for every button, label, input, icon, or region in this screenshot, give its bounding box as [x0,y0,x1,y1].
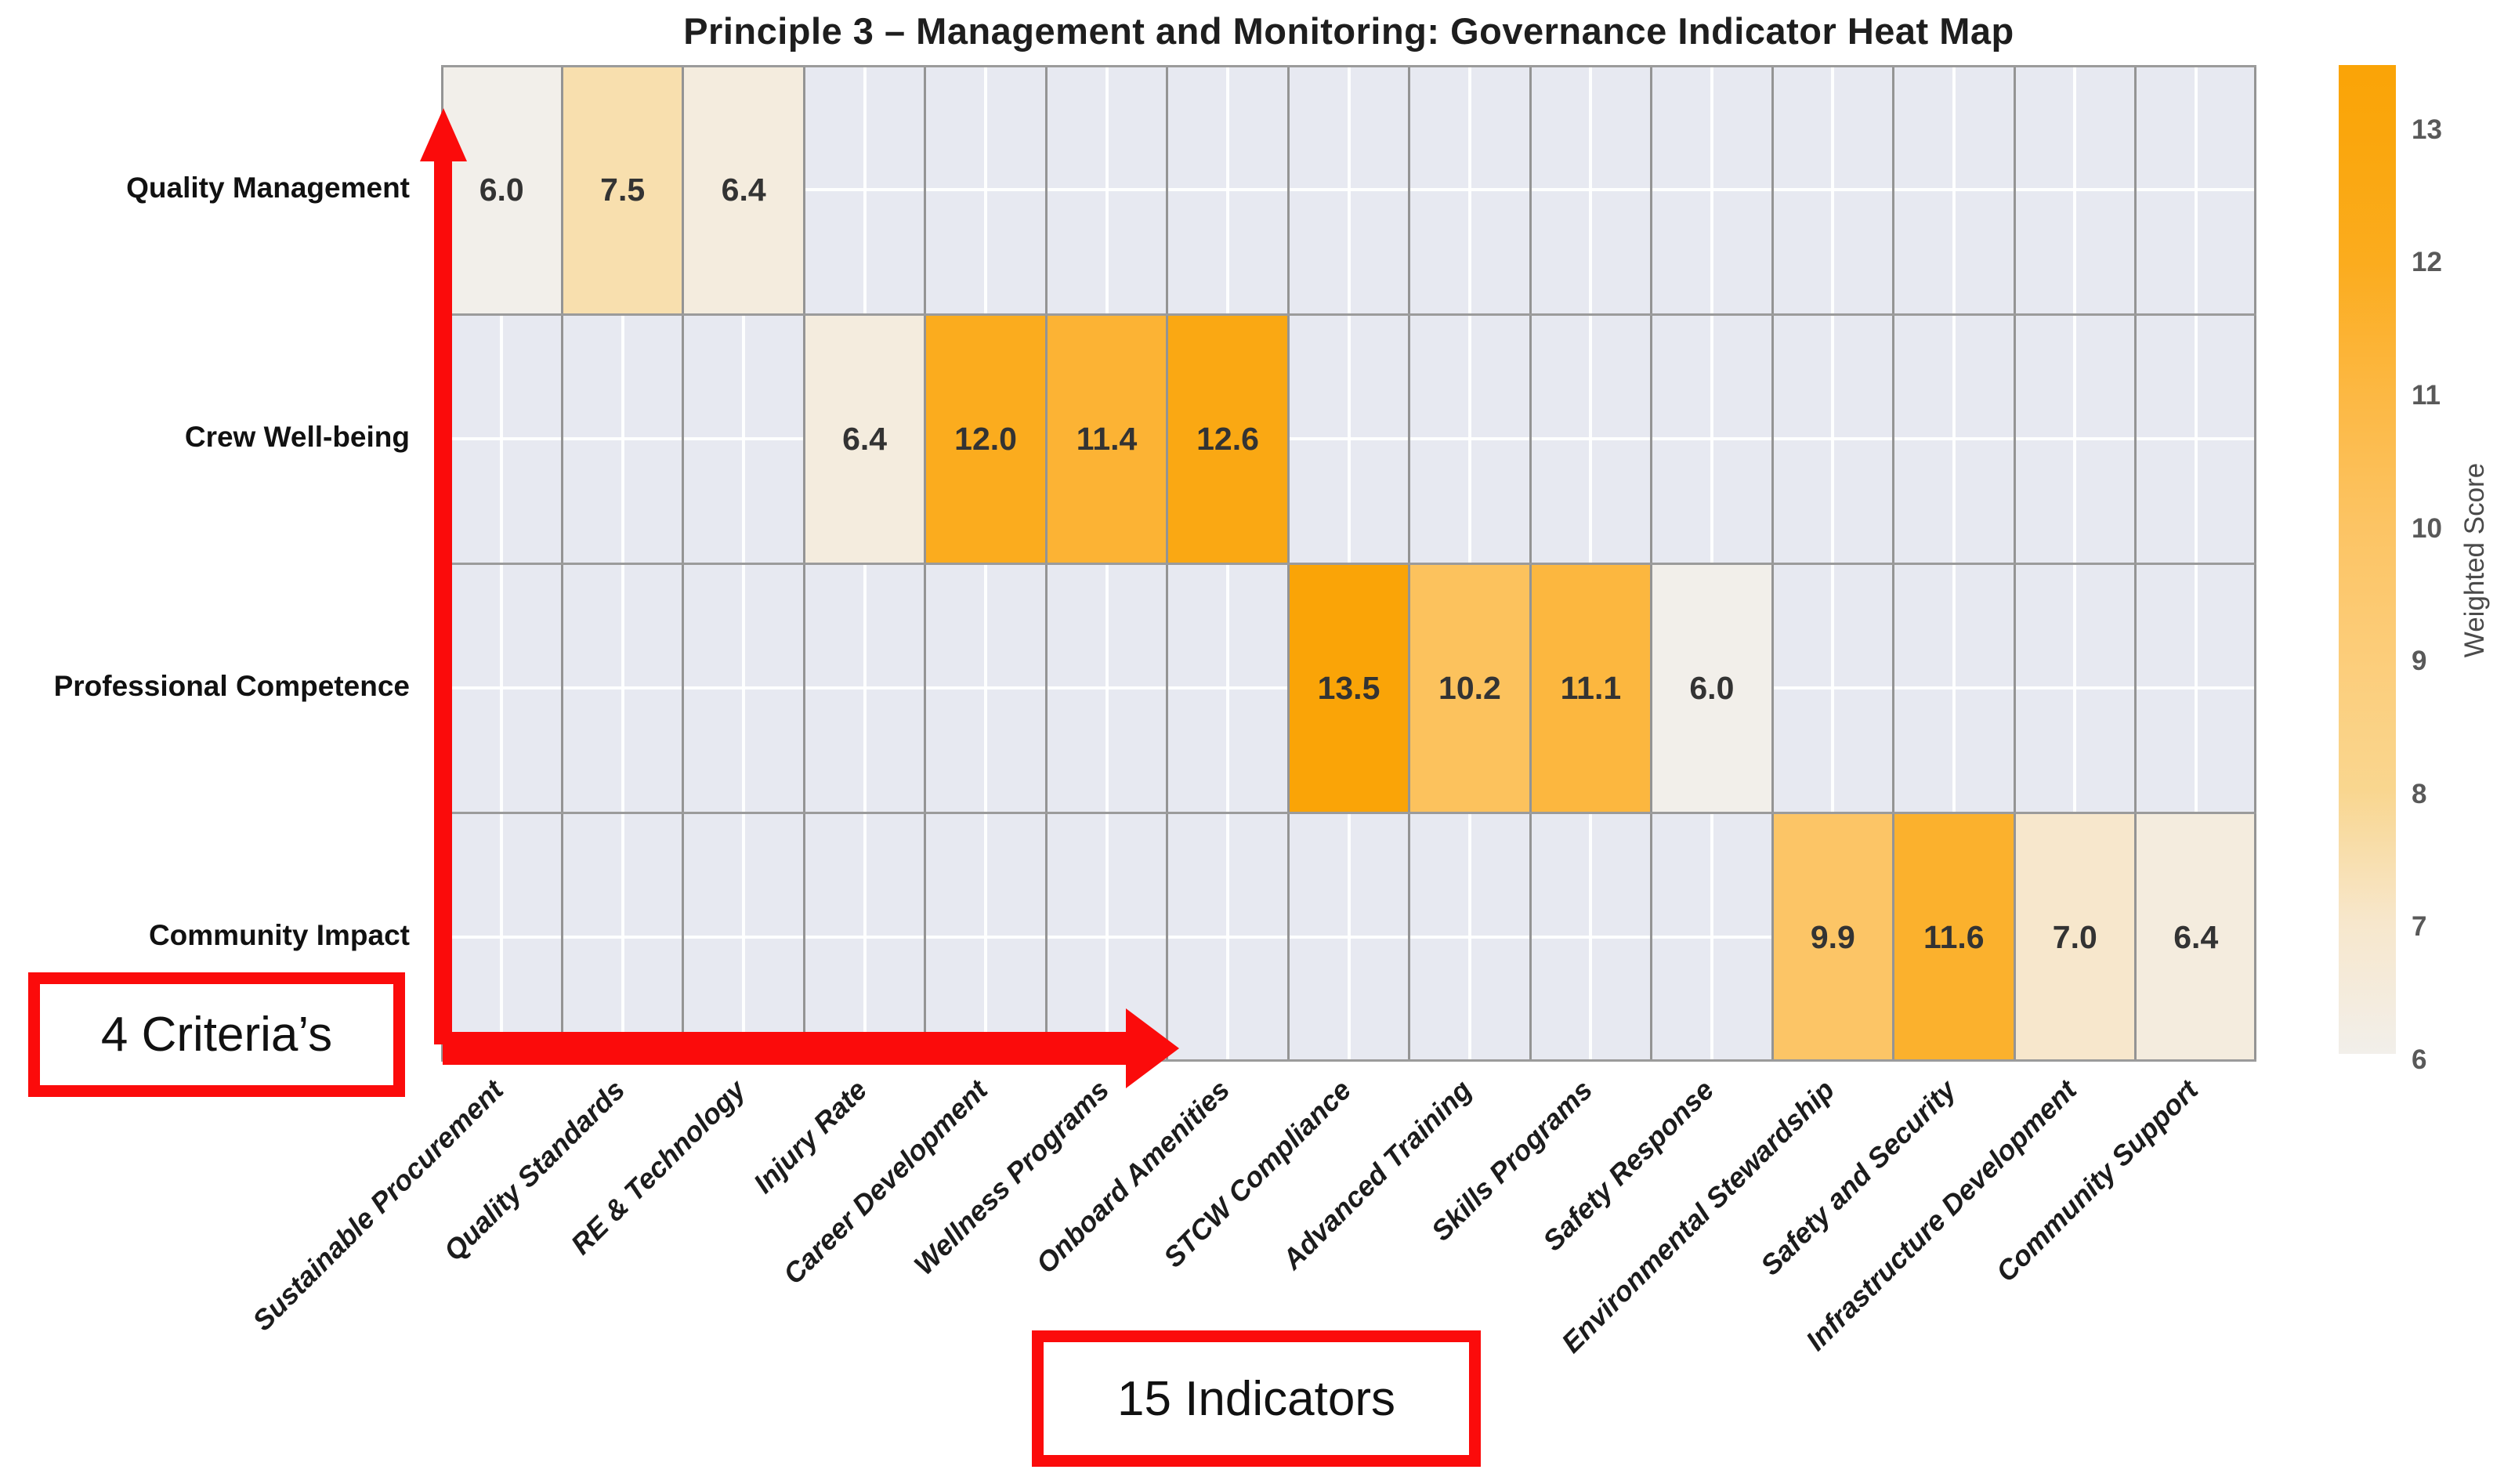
cell-value: 7.0 [2052,918,2097,955]
row-boundary-line [441,562,2256,565]
heatmap-cell: 12.0 [925,314,1047,563]
heatmap-cell: 10.2 [1409,563,1531,813]
criteria-count-box: 4 Criteria’s [28,972,405,1097]
heatmap-cell: 13.5 [1288,563,1409,813]
heatmap-cell: 9.9 [1772,813,1894,1062]
indicator-count-box: 15 Indicators [1032,1330,1481,1467]
minor-gridline [441,437,2256,440]
cell-value: 10.2 [1438,669,1501,706]
heatmap-cell: 11.6 [1893,813,2015,1062]
criteria-axis-arrow-head [420,108,467,161]
heatmap-cell: 6.0 [441,65,563,314]
colorbar-label-text: Weighted Score [2459,462,2490,658]
colorbar-tick: 7 [2412,911,2427,943]
colorbar-tick: 10 [2412,512,2442,544]
heatmap-cell: 11.4 [1046,314,1167,563]
heatmap-cell: 6.0 [1651,563,1773,813]
heatmap-cell: 11.1 [1530,563,1652,813]
heatmap-cell: 6.4 [804,314,925,563]
cell-value: 11.1 [1560,669,1622,706]
cell-value: 6.4 [2173,918,2219,955]
cell-value: 11.6 [1923,918,1985,955]
indicators-axis-arrow-head [1126,1008,1179,1088]
row-boundary-line [441,313,2256,316]
colorbar-tick: 11 [2412,380,2441,411]
heatmap-cell: 7.5 [562,65,683,314]
cell-value: 6.0 [1689,669,1735,706]
row-boundary-line [441,65,2256,67]
heatmap-cell: 6.4 [2135,813,2256,1062]
colorbar-tick: 13 [2412,114,2442,145]
cell-value: 11.4 [1076,420,1138,457]
row-boundary-line [441,1059,2256,1062]
colorbar-gradient [2339,65,2396,1054]
criteria-axis-arrow-shaft [434,157,452,1044]
cell-value: 12.6 [1196,420,1259,457]
colorbar-tick: 9 [2412,646,2427,677]
chart-title: Principle 3 – Management and Monitoring:… [683,10,2014,52]
minor-gridline [441,936,2256,939]
y-tick-label: Crew Well-being [184,421,410,453]
heatmap-cell: 12.6 [1167,314,1289,563]
cell-value: 7.5 [600,171,646,208]
indicators-axis-arrow-shaft [443,1032,1126,1065]
colorbar-tick: 8 [2412,778,2427,809]
cell-value: 6.4 [721,171,766,208]
heatmap-cell: 6.4 [682,65,805,314]
cell-value: 13.5 [1317,669,1380,706]
heatmap-cell: 7.0 [2014,813,2136,1062]
indicator-count-label: 15 Indicators [1117,1371,1395,1426]
cell-value: 9.9 [1810,918,1855,955]
colorbar-tick: 6 [2412,1044,2427,1075]
colorbar-label: Weighted Score [2459,396,2495,725]
cell-value: 6.0 [479,171,524,208]
cell-value: 12.0 [954,420,1017,457]
criteria-count-label: 4 Criteria’s [100,1008,333,1062]
y-tick-label: Quality Management [126,172,410,204]
minor-gridline [441,188,2256,191]
colorbar-tick: 12 [2412,247,2442,278]
row-boundary-line [441,811,2256,814]
heatmap-grid: 6.0 7.5 6.4 6.4 12.0 11.4 12.6 13.5 10.2 11.1 6.0 9… [441,65,2256,1062]
y-tick-label: Community Impact [148,919,410,951]
y-tick-label: Professional Competence [53,670,410,702]
cell-value: 6.4 [842,420,888,457]
